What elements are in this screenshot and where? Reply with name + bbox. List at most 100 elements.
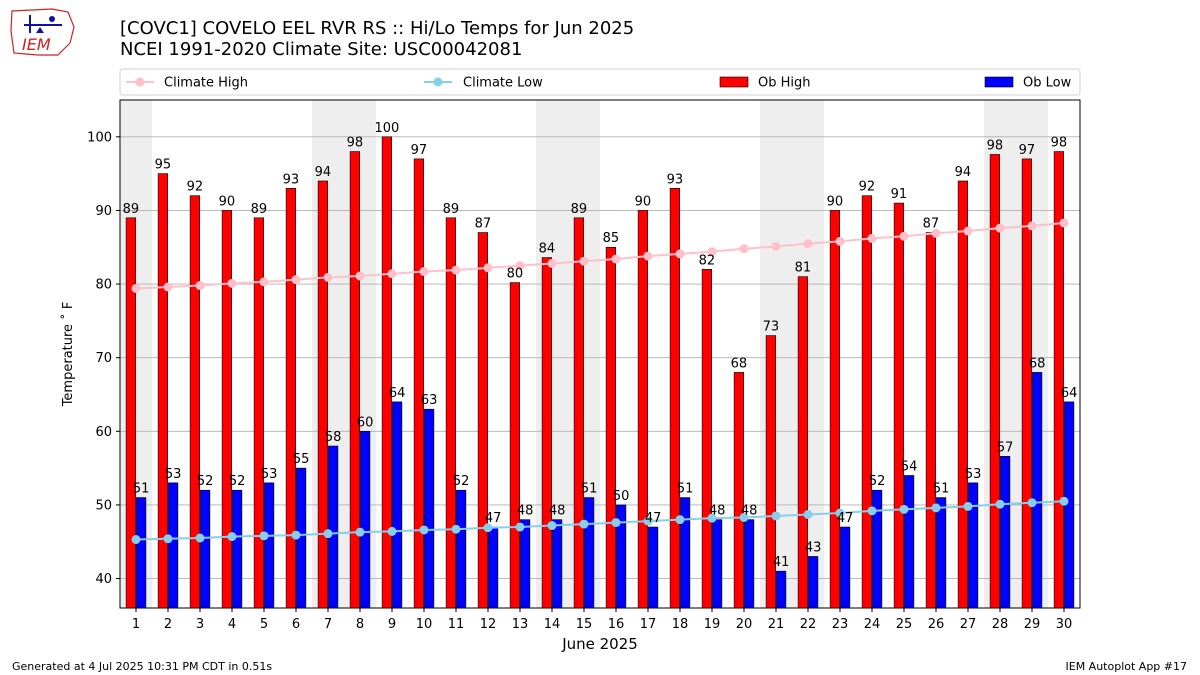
legend-ob-high-swatch [719, 76, 749, 88]
ob-low-bar [263, 482, 275, 609]
ob-low-bar [1032, 372, 1043, 609]
climate-low-point [163, 534, 173, 544]
ob-high-label: 90 [827, 194, 844, 209]
climate-low-point [707, 513, 717, 523]
climate-low-point [195, 533, 205, 543]
app-label: IEM Autoplot App #17 [1065, 660, 1188, 673]
ob-high-bar [477, 232, 489, 609]
ob-low-bar [391, 401, 403, 609]
ob-low-bar [839, 526, 851, 609]
x-tick-label: 30 [1056, 617, 1073, 632]
legend-ob-low-swatch [984, 76, 1014, 88]
x-tick-label: 9 [388, 617, 396, 632]
ob-low-label: 48 [709, 504, 726, 519]
climate-high-point [547, 258, 557, 268]
climate-low-point [867, 506, 877, 516]
ob-low-label: 58 [325, 430, 342, 445]
climate-high-point [355, 271, 365, 281]
climate-high-point [1027, 221, 1037, 231]
ob-low-bar [807, 556, 819, 609]
title-line-1: [COVC1] COVELO EEL RVR RS :: Hi/Lo Temps… [120, 18, 635, 39]
climate-low-point [323, 529, 333, 539]
ob-low-label: 52 [869, 474, 886, 489]
weekend-band [120, 100, 152, 608]
ob-high-label: 85 [603, 231, 620, 246]
y-tick-label: 50 [95, 498, 112, 513]
y-tick-label: 80 [95, 278, 112, 293]
ob-high-bar [285, 188, 297, 609]
ob-low-bar [935, 497, 947, 609]
climate-low-point [483, 523, 493, 533]
ob-high-label: 100 [374, 121, 399, 136]
climate-high-point [675, 249, 685, 259]
legend-climate-low-marker [433, 77, 443, 87]
legend-climate-low-label: Climate Low [463, 76, 543, 91]
ob-high-bar [413, 158, 425, 609]
ob-low-label: 51 [933, 482, 950, 497]
ob-low-label: 43 [805, 540, 822, 555]
climate-low-point [835, 508, 845, 518]
legend-climate-high-label: Climate High [164, 76, 248, 91]
x-tick-label: 20 [736, 617, 753, 632]
climate-high-point [611, 254, 621, 264]
ob-low-bar [359, 431, 371, 609]
ob-low-label: 68 [1029, 356, 1046, 371]
climate-high-point [899, 231, 909, 241]
climate-low-point [451, 524, 461, 534]
ob-low-bar [487, 526, 499, 609]
ob-high-bar [925, 232, 936, 609]
ob-high-label: 89 [571, 202, 588, 217]
ob-high-label: 68 [731, 356, 748, 371]
logo-text: IEM [22, 35, 51, 54]
ob-high-label: 94 [315, 165, 332, 180]
climate-high-point [131, 283, 141, 293]
x-tick-label: 8 [356, 617, 364, 632]
weekend-band [760, 100, 792, 608]
ob-high-label: 94 [955, 165, 972, 180]
x-tick-label: 28 [992, 617, 1009, 632]
ob-high-label: 90 [635, 194, 652, 209]
climate-high-point [291, 275, 301, 285]
climate-high-point [579, 256, 589, 266]
ob-low-bar [679, 497, 691, 609]
ob-high-bar [349, 151, 361, 609]
ob-high-label: 81 [795, 261, 812, 276]
climate-high-line [135, 221, 1065, 290]
climate-high-point [995, 223, 1005, 233]
climate-low-line [135, 500, 1065, 541]
ob-high-label: 80 [507, 267, 524, 282]
plot-frame [119, 99, 1081, 609]
ob-low-label: 47 [485, 511, 502, 526]
x-tick-label: 24 [864, 617, 881, 632]
generated-text: Generated at 4 Jul 2025 10:31 PM CDT in … [12, 660, 273, 673]
ob-low-bar [136, 497, 147, 609]
x-tick-label: 22 [800, 617, 817, 632]
ob-low-label: 41 [773, 555, 790, 570]
climate-low-point [419, 525, 429, 535]
ob-low-label: 53 [165, 467, 182, 482]
ob-low-label: 53 [965, 467, 982, 482]
x-tick-label: 1 [132, 617, 140, 632]
grid-lines [120, 136, 1080, 579]
x-axis-label: June 2025 [561, 635, 638, 653]
ob-high-label: 89 [123, 202, 140, 217]
climate-low-point [515, 522, 525, 532]
ob-low-bar [200, 489, 211, 609]
x-tick-label: 18 [672, 617, 689, 632]
ob-high-bar [509, 282, 521, 609]
ob-high-label: 90 [219, 194, 236, 209]
ob-high-label: 93 [667, 172, 684, 187]
x-tick-label: 5 [260, 617, 268, 632]
ob-high-label: 95 [155, 158, 172, 173]
x-tick-label: 7 [324, 617, 332, 632]
ob-high-bar [605, 246, 616, 609]
ob-high-label: 73 [763, 320, 780, 335]
ob-low-bar [647, 526, 659, 609]
ob-low-bar [551, 519, 563, 609]
ob-high-bar [893, 202, 904, 609]
climate-high-point [163, 282, 173, 292]
ob-high-bar [989, 154, 1000, 609]
legend: Climate High Climate Low Ob High Ob Low [119, 68, 1081, 96]
climate-high-point [771, 242, 781, 252]
